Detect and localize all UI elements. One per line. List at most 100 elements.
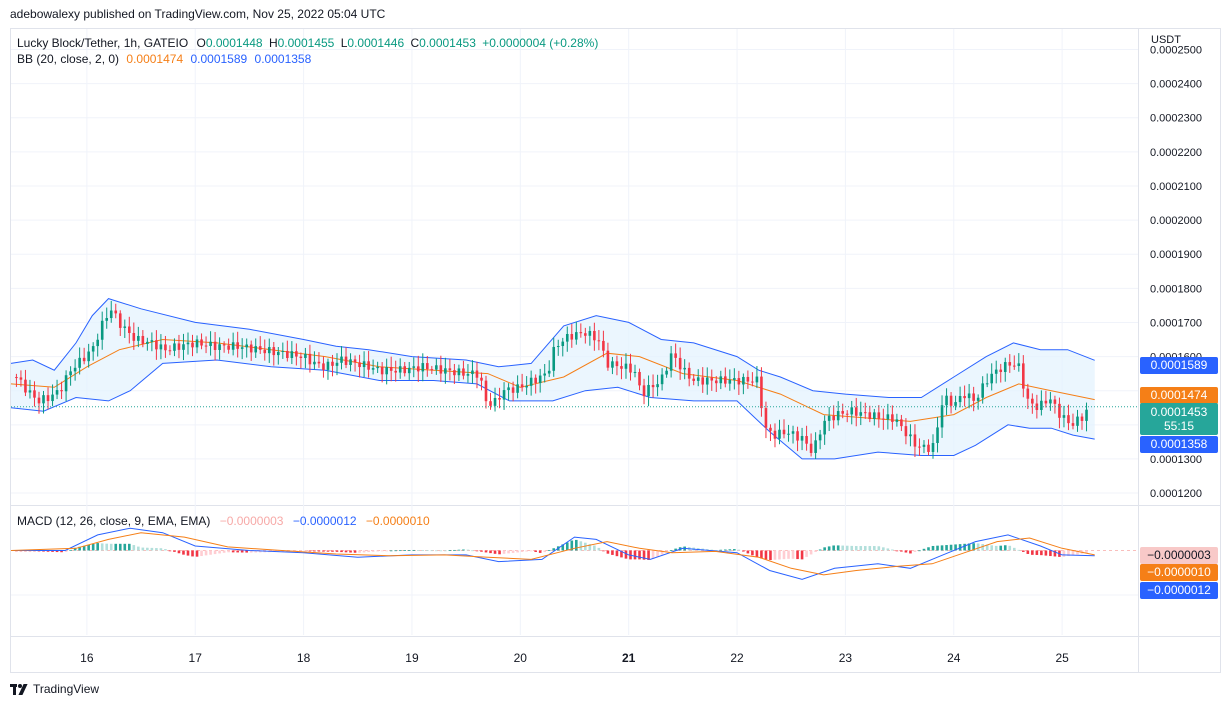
price-axis-unit: USDT — [1151, 34, 1181, 46]
macd-hist-bar — [665, 550, 668, 553]
macd-hist-bar — [909, 550, 912, 554]
time-tick-label: 24 — [947, 651, 961, 665]
candle-body — [159, 344, 163, 350]
macd-hist-bar — [313, 550, 316, 552]
macd-hist-bar — [760, 550, 763, 559]
legend-high-label: H — [268, 36, 278, 50]
macd-hist-bar — [575, 539, 578, 551]
macd-hist-bar — [520, 550, 524, 552]
time-tick-label: 25 — [1055, 651, 1069, 665]
macd-hist-bar — [240, 550, 244, 553]
macd-hist-bar — [403, 550, 407, 551]
macd-hist-bar — [963, 543, 966, 551]
bb-legend-label[interactable]: BB (20, close, 2, 0) — [17, 52, 120, 66]
macd-line-tag: −0.0000012 — [1140, 582, 1218, 599]
candle-body — [164, 344, 167, 351]
bb-legend: BB (20, close, 2, 0) 0.0001474 0.0001589… — [17, 52, 311, 66]
time-tick-label: 18 — [297, 651, 311, 665]
macd-hist-bar — [82, 545, 86, 551]
macd-hist-bar — [529, 550, 533, 552]
candle-body — [231, 342, 235, 350]
candle-body — [593, 330, 596, 341]
candle-body — [353, 359, 357, 363]
candle-body — [118, 313, 122, 328]
candle-body — [55, 390, 59, 395]
candle-body — [705, 377, 709, 385]
candle-body — [556, 346, 560, 348]
candle-body — [543, 373, 546, 376]
macd-hist-bar — [1053, 550, 1057, 557]
macd-hist-bar — [376, 550, 379, 552]
macd-hist-bar — [322, 550, 325, 552]
candle-body — [800, 436, 804, 441]
candle-body — [859, 412, 863, 416]
macd-legend-label[interactable]: MACD (12, 26, close, 9, EMA, EMA) — [17, 514, 211, 528]
candle-body — [146, 341, 149, 344]
price-tick-label: 0.0001800 — [1150, 283, 1202, 295]
candle-body — [421, 363, 425, 372]
macd-hist-bar — [249, 550, 253, 553]
macd-hist-bar — [231, 550, 235, 553]
macd-hist-bar — [561, 544, 565, 551]
candle-body — [290, 351, 294, 359]
macd-hist-bar — [769, 550, 772, 561]
tradingview-brand[interactable]: TradingView — [10, 682, 99, 696]
candle-body — [769, 427, 772, 431]
candle-body — [1062, 415, 1066, 418]
macd-hist-bar — [1040, 550, 1043, 556]
candle-body — [827, 415, 831, 421]
macd-hist-bar — [1017, 549, 1021, 551]
macd-hist-bar — [380, 550, 384, 552]
candle-body — [629, 363, 632, 373]
candle-body — [466, 374, 470, 376]
time-tick-label: 20 — [514, 651, 528, 665]
candle-body — [520, 384, 524, 388]
candle-body — [534, 377, 537, 384]
candle-body — [493, 397, 497, 406]
macd-hist-bar — [751, 550, 754, 556]
macd-hist-bar — [922, 548, 926, 551]
macd-legend-signal: −0.0000010 — [365, 514, 430, 528]
candle-body — [1085, 409, 1088, 421]
candle-body — [565, 333, 569, 342]
candle-body — [19, 377, 23, 380]
candle-body — [1026, 388, 1030, 399]
macd-hist-bar — [891, 549, 894, 551]
macd-hist-bar — [927, 547, 930, 551]
macd-hist-bar — [818, 549, 822, 551]
candle-body — [1071, 423, 1075, 426]
bb-middle-tag: 0.0001474 — [1140, 387, 1218, 404]
macd-hist-bar — [615, 550, 619, 557]
candle-body — [845, 413, 849, 415]
macd-hist-bar — [118, 543, 122, 551]
candle-body — [954, 402, 957, 406]
macd-hist-bar — [46, 550, 50, 552]
candle-body — [791, 431, 795, 434]
macd-hist-bar — [624, 550, 628, 559]
legend-symbol[interactable]: Lucky Block/Tether, 1h, GATEIO — [17, 36, 189, 50]
macd-hist-bar — [593, 545, 596, 551]
macd-hist-bar — [787, 550, 790, 559]
candle-body — [692, 378, 696, 381]
candle-body — [854, 407, 858, 416]
candle-body — [561, 341, 565, 347]
candle-body — [1067, 415, 1070, 424]
macd-hist-bar — [724, 549, 727, 551]
macd-hist-bar — [1067, 550, 1070, 557]
candle-body — [909, 434, 912, 437]
candle-body — [782, 429, 786, 435]
macd-hist-bar — [836, 545, 840, 551]
macd-hist-bar — [73, 547, 77, 551]
candle-body — [304, 353, 307, 359]
macd-hist-bar — [832, 545, 835, 551]
macd-hist-bar — [507, 550, 510, 554]
candle-body — [584, 333, 587, 336]
candle-body — [863, 412, 867, 414]
macd-hist-bar — [796, 550, 799, 560]
macd-hist-bar — [398, 550, 402, 552]
macd-hist-bar — [737, 549, 741, 551]
candle-body — [15, 377, 18, 379]
candle-body — [570, 333, 574, 340]
macd-hist-bar — [588, 544, 592, 551]
